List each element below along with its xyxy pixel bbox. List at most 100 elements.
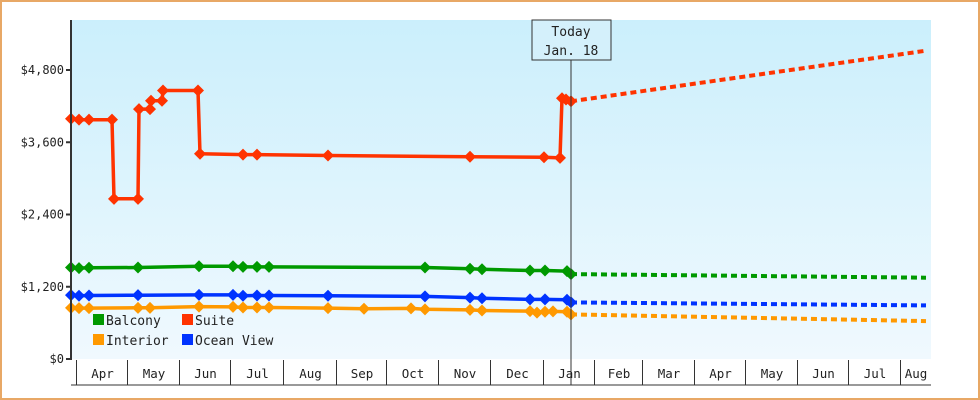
- data-point[interactable]: [464, 291, 476, 304]
- data-point[interactable]: [133, 103, 145, 116]
- data-point[interactable]: [419, 303, 431, 316]
- month-label: Mar: [658, 366, 681, 381]
- y-tick-label: $0: [50, 352, 64, 366]
- month-label: Aug: [299, 366, 322, 381]
- data-point[interactable]: [251, 260, 263, 273]
- data-point[interactable]: [524, 293, 536, 306]
- x-axis-months: Apr May Jun Jul Aug Sep Oct Nov Dec Jan Feb Mar Apr M…: [71, 360, 931, 386]
- data-point[interactable]: [538, 151, 550, 164]
- legend-item-ocean-view[interactable]: Ocean View: [182, 334, 273, 349]
- data-point[interactable]: [539, 305, 551, 318]
- month-label: Dec: [506, 366, 529, 381]
- month-label: Oct: [402, 366, 425, 381]
- month-label: May: [143, 366, 166, 381]
- data-point[interactable]: [464, 150, 476, 163]
- forecast-line: [570, 272, 927, 280]
- data-point[interactable]: [251, 148, 263, 161]
- month-label: Apr: [709, 366, 732, 381]
- data-point[interactable]: [193, 300, 205, 313]
- data-point[interactable]: [531, 306, 543, 319]
- data-point[interactable]: [193, 288, 205, 301]
- data-point[interactable]: [192, 84, 204, 97]
- month-label: Jan: [558, 366, 581, 381]
- data-point[interactable]: [237, 260, 249, 273]
- data-point[interactable]: [193, 260, 205, 273]
- data-point[interactable]: [83, 261, 95, 274]
- month-label: May: [761, 366, 784, 381]
- data-point[interactable]: [132, 301, 144, 314]
- legend-item-balcony[interactable]: Balcony: [93, 314, 161, 329]
- forecast-line: [570, 300, 927, 308]
- data-point[interactable]: [237, 301, 249, 314]
- data-point[interactable]: [419, 290, 431, 303]
- data-point[interactable]: [358, 302, 370, 315]
- data-point[interactable]: [405, 302, 417, 315]
- data-point[interactable]: [145, 94, 157, 107]
- forecast-line: [570, 312, 927, 324]
- legend-item-interior[interactable]: Interior: [93, 334, 169, 349]
- data-point[interactable]: [419, 261, 431, 274]
- data-point[interactable]: [132, 261, 144, 274]
- month-label: Nov: [454, 366, 477, 381]
- data-point[interactable]: [554, 151, 566, 164]
- data-point[interactable]: [144, 301, 156, 314]
- data-point[interactable]: [547, 305, 559, 318]
- legend-swatch: [182, 334, 193, 345]
- legend: Balcony Suite Interior Ocean View: [93, 314, 273, 349]
- plot-area: [71, 20, 931, 359]
- data-point[interactable]: [227, 300, 239, 313]
- data-point[interactable]: [322, 289, 334, 302]
- data-point[interactable]: [464, 303, 476, 316]
- data-point[interactable]: [73, 302, 85, 315]
- data-point[interactable]: [157, 84, 169, 97]
- data-point[interactable]: [263, 260, 275, 273]
- data-point[interactable]: [322, 302, 334, 315]
- legend-swatch: [93, 334, 104, 345]
- data-point[interactable]: [237, 289, 249, 302]
- data-point[interactable]: [237, 148, 249, 161]
- today-marker: Today Jan. 18: [531, 19, 612, 61]
- series-balcony: [65, 260, 927, 281]
- data-point[interactable]: [83, 113, 95, 126]
- data-point[interactable]: [322, 149, 334, 162]
- legend-label: Suite: [195, 314, 234, 329]
- data-point[interactable]: [108, 192, 120, 205]
- data-point[interactable]: [83, 289, 95, 302]
- data-point[interactable]: [464, 262, 476, 275]
- month-label: Jul: [246, 366, 269, 381]
- data-point[interactable]: [73, 113, 85, 126]
- data-point[interactable]: [156, 94, 168, 107]
- data-point[interactable]: [227, 288, 239, 301]
- data-point[interactable]: [73, 262, 85, 275]
- data-point[interactable]: [539, 264, 551, 277]
- legend-swatch: [93, 314, 104, 325]
- y-axis-ticks: $0 $1,200 $2,400 $3,600 $4,800: [21, 63, 71, 366]
- month-label: Jun: [194, 366, 217, 381]
- data-point[interactable]: [227, 260, 239, 273]
- data-point[interactable]: [132, 289, 144, 302]
- data-point[interactable]: [251, 289, 263, 302]
- data-point[interactable]: [476, 263, 488, 276]
- data-point[interactable]: [144, 103, 156, 116]
- data-point[interactable]: [194, 147, 206, 160]
- data-point[interactable]: [476, 292, 488, 305]
- data-point[interactable]: [73, 289, 85, 302]
- month-label: Jul: [864, 366, 887, 381]
- data-point[interactable]: [524, 264, 536, 277]
- data-point[interactable]: [83, 302, 95, 315]
- data-point[interactable]: [263, 289, 275, 302]
- y-tick-label: $4,800: [21, 63, 64, 77]
- data-point[interactable]: [106, 113, 118, 126]
- today-label-line1: Today: [551, 25, 590, 40]
- data-point[interactable]: [539, 293, 551, 306]
- data-point[interactable]: [132, 192, 144, 205]
- data-point[interactable]: [251, 301, 263, 314]
- y-tick-label: $1,200: [21, 280, 64, 294]
- legend-label: Interior: [106, 334, 169, 349]
- data-point[interactable]: [263, 301, 275, 314]
- month-label: Feb: [608, 366, 631, 381]
- month-label: Sep: [351, 366, 374, 381]
- legend-item-suite[interactable]: Suite: [182, 314, 234, 329]
- data-point[interactable]: [476, 304, 488, 317]
